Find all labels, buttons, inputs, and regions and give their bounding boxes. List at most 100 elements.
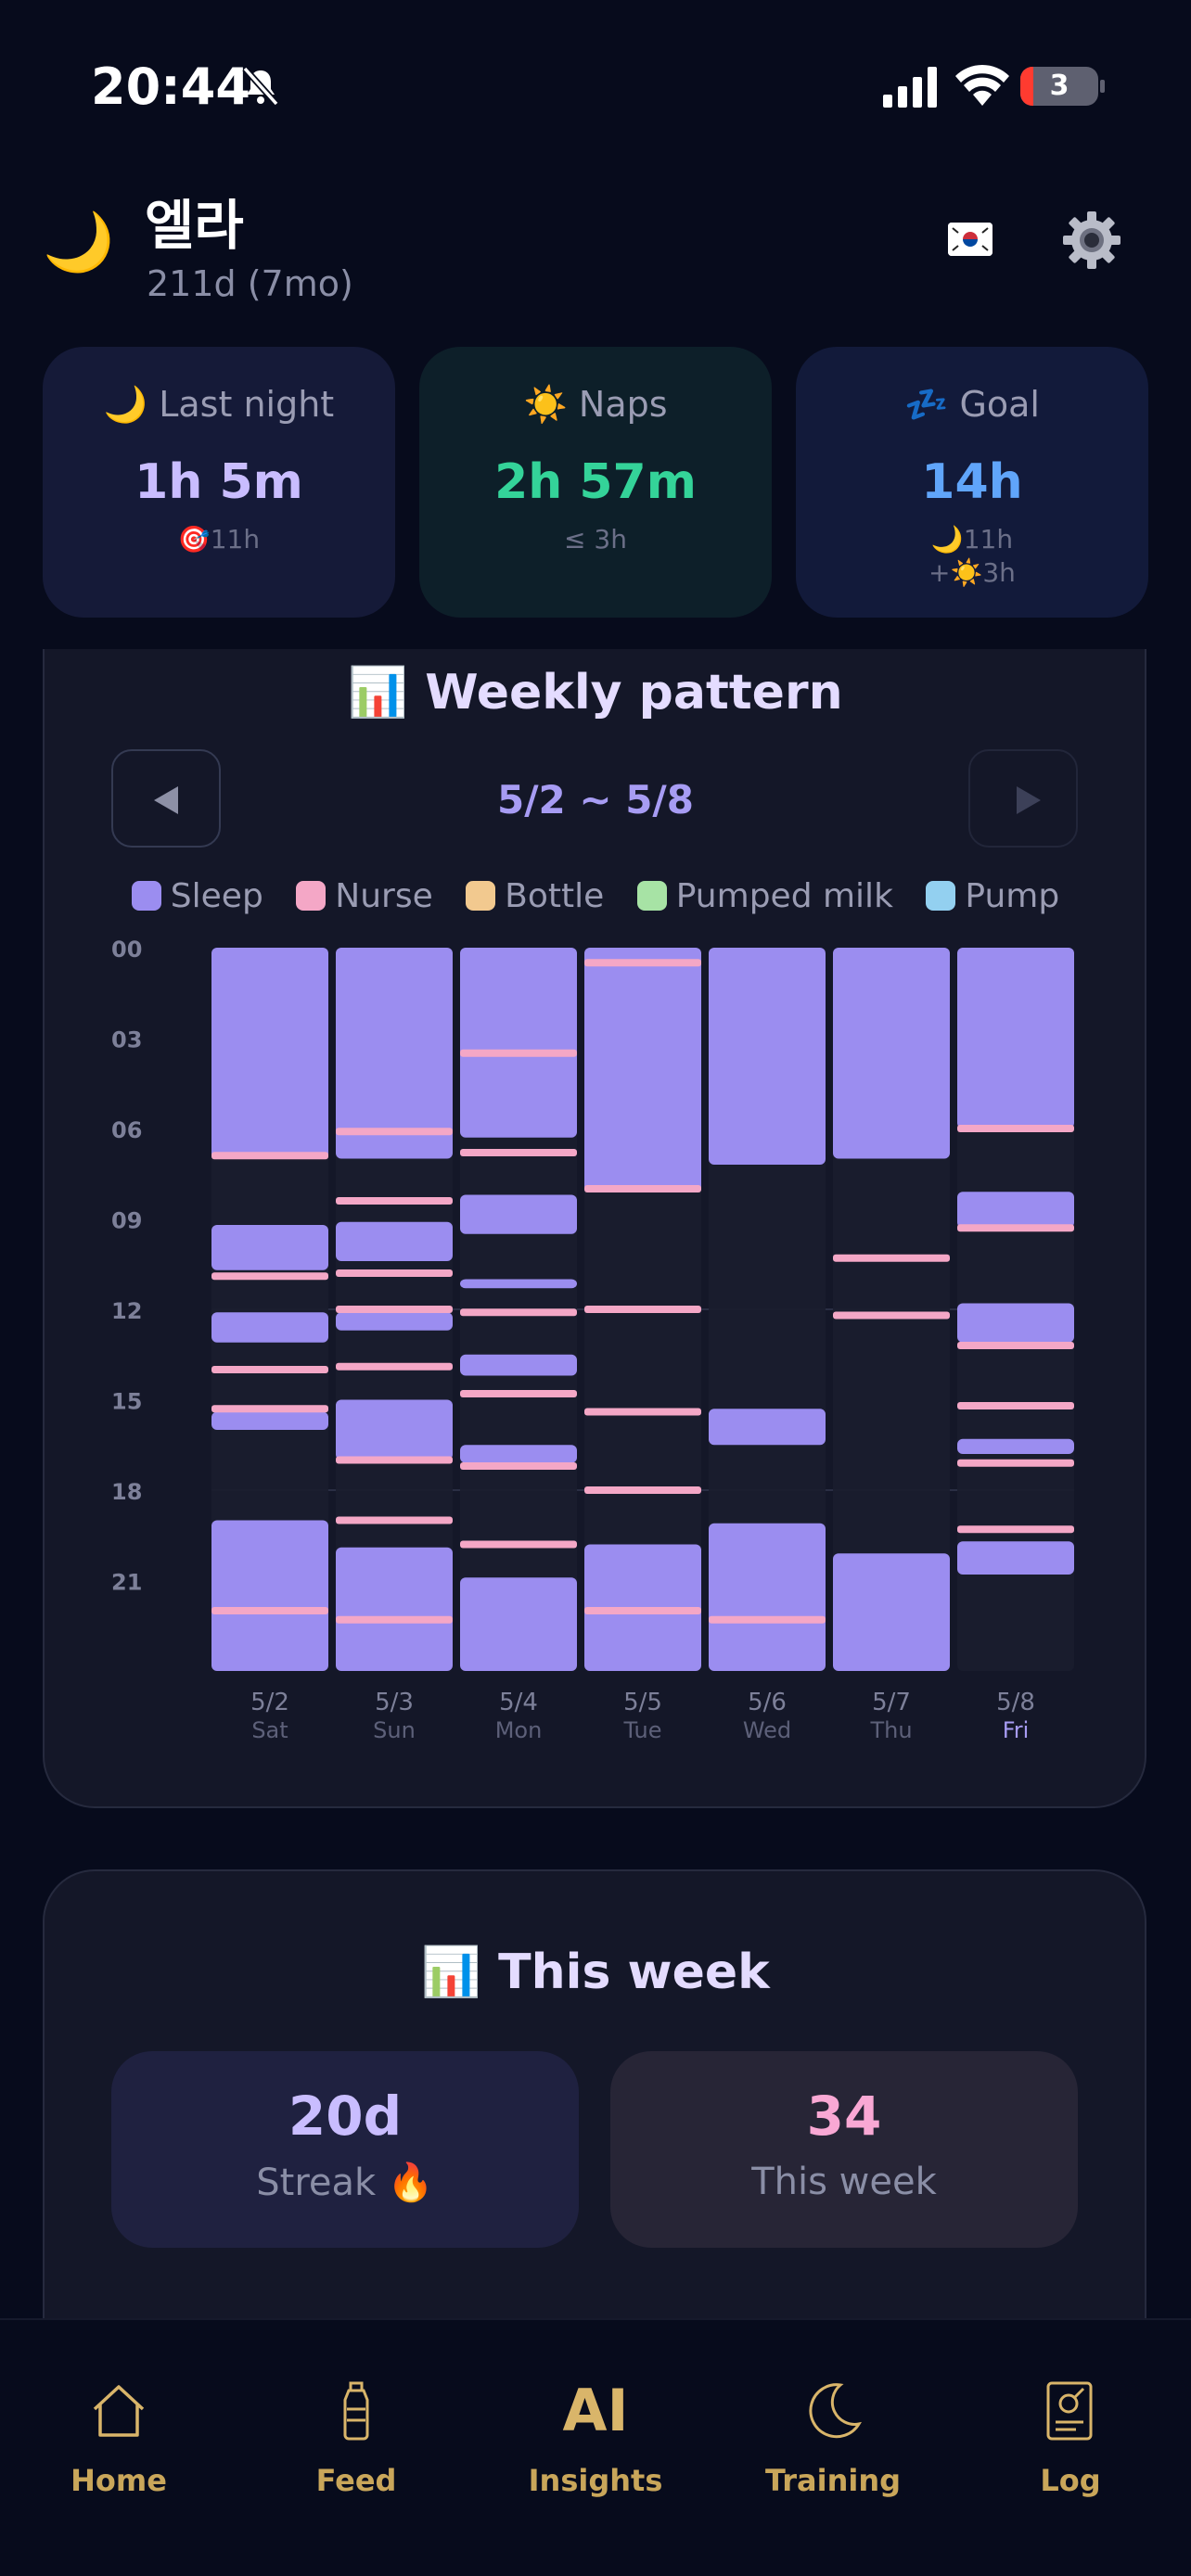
nurse-mark	[460, 1540, 577, 1549]
nurse-mark	[460, 1462, 577, 1470]
status-bar: 20:44 3	[0, 0, 1191, 176]
nurse-mark	[584, 959, 701, 967]
streak-value: 20d	[288, 2085, 403, 2148]
goal-value: 14h	[921, 454, 1023, 510]
nurse-mark	[957, 1224, 1074, 1232]
sleep-bar	[460, 1354, 577, 1376]
week-count-value: 34	[806, 2085, 882, 2148]
sleep-bar	[833, 948, 950, 1159]
y-tick-label: 21	[111, 1570, 142, 1596]
x-tick-date: 5/7	[872, 1689, 911, 1716]
naps-limit: ≤ 3h	[564, 524, 627, 555]
sleep-bar	[709, 948, 826, 1165]
legend-swatch	[636, 881, 667, 911]
goal-card[interactable]: 💤 Goal 14h 🌙11h +☀️3h	[796, 347, 1148, 618]
sleep-bar	[336, 948, 453, 1159]
nav-feed[interactable]: Feed	[245, 2378, 467, 2498]
moon-icon: 🌙	[43, 208, 115, 275]
x-tick-weekday: Tue	[623, 1717, 662, 1743]
korea-flag-icon[interactable]	[948, 223, 992, 256]
status-time: 20:44	[91, 57, 250, 116]
nurse-mark	[336, 1128, 453, 1136]
sleep-bar	[211, 1312, 328, 1343]
nurse-mark	[584, 1408, 701, 1416]
x-tick-date: 5/6	[748, 1689, 787, 1716]
legend-swatch	[296, 881, 327, 911]
sleep-bar	[460, 1577, 577, 1671]
y-tick-label: 06	[111, 1117, 142, 1143]
sleep-bar	[957, 948, 1074, 1129]
nurse-mark	[584, 1306, 701, 1313]
legend-swatch	[466, 881, 496, 911]
nurse-mark	[336, 1516, 453, 1524]
sleep-bar	[709, 1409, 826, 1446]
baby-age: 211d (7mo)	[147, 263, 353, 304]
nurse-mark	[211, 1607, 328, 1614]
nurse-mark	[460, 1390, 577, 1397]
nurse-mark	[957, 1402, 1074, 1409]
sleep-bar	[211, 1225, 328, 1270]
week-count-card[interactable]: 34 This week	[610, 2051, 1078, 2248]
sleep-bar	[460, 1279, 577, 1289]
nav-home[interactable]: Home	[7, 2378, 230, 2498]
nurse-mark	[336, 1362, 453, 1371]
nurse-mark	[584, 1486, 701, 1494]
sleep-bar	[709, 1523, 826, 1671]
legend-pump: Pump	[926, 877, 1059, 915]
sleep-bar	[336, 1221, 453, 1261]
y-tick-label: 03	[111, 1027, 142, 1053]
nurse-mark	[211, 1366, 328, 1373]
goal-label: 💤 Goal	[904, 384, 1040, 425]
x-tick-weekday: Sun	[373, 1717, 416, 1743]
sleep-bar	[336, 1399, 453, 1460]
streak-card[interactable]: 20d Streak 🔥	[111, 2051, 579, 2248]
sleep-bar	[211, 948, 328, 1159]
bottom-nav: Home Feed AI Insights Training Log	[0, 2318, 1191, 2576]
y-tick-label: 12	[111, 1298, 142, 1324]
naps-card[interactable]: ☀️ Naps 2h 57m ≤ 3h	[419, 347, 772, 618]
bell-muted-icon	[242, 66, 279, 107]
nurse-mark	[211, 1405, 328, 1413]
home-icon	[93, 2385, 145, 2437]
y-tick-label: 15	[111, 1389, 142, 1415]
week-count-label: This week	[751, 2161, 937, 2203]
moon-icon	[809, 2383, 863, 2439]
previous-week-button[interactable]	[111, 749, 221, 848]
x-tick-date: 5/8	[996, 1689, 1035, 1716]
wifi-icon	[955, 64, 1009, 106]
nav-insights[interactable]: AI Insights	[484, 2378, 707, 2499]
last-night-card[interactable]: 🌙 Last night 1h 5m 🎯11h	[43, 347, 395, 618]
sleep-bar	[211, 1411, 328, 1430]
nurse-mark	[336, 1269, 453, 1277]
nurse-mark	[709, 1615, 826, 1624]
gear-icon[interactable]	[1061, 210, 1122, 271]
weekly-pattern-title: 📊 Weekly pattern	[348, 665, 843, 721]
nurse-mark	[460, 1308, 577, 1317]
chart-legend: Sleep Nurse Bottle Pumped milk Pump	[0, 877, 1191, 915]
y-tick-label: 09	[111, 1208, 142, 1234]
x-tick-weekday: Fri	[1003, 1717, 1030, 1743]
naps-label: ☀️ Naps	[523, 384, 668, 425]
x-tick-date: 5/4	[499, 1689, 538, 1716]
nurse-mark	[957, 1125, 1074, 1132]
nav-log[interactable]: Log	[959, 2378, 1182, 2498]
y-tick-label: 00	[111, 937, 142, 963]
x-tick-weekday: Sat	[251, 1717, 288, 1743]
sleep-bar	[460, 948, 577, 1138]
naps-value: 2h 57m	[494, 454, 697, 510]
nurse-mark	[460, 1149, 577, 1156]
sleep-bar	[957, 1192, 1074, 1229]
legend-swatch	[131, 881, 161, 911]
document-icon	[1046, 2381, 1093, 2441]
next-week-button[interactable]	[968, 749, 1078, 848]
x-tick-date: 5/5	[623, 1689, 662, 1716]
nav-training[interactable]: Training	[722, 2378, 944, 2498]
last-night-label: 🌙 Last night	[103, 384, 335, 425]
nurse-mark	[336, 1456, 453, 1464]
nurse-mark	[584, 1185, 701, 1192]
x-tick-weekday: Thu	[869, 1717, 912, 1743]
nurse-mark	[336, 1197, 453, 1205]
chevron-left-icon	[154, 786, 178, 814]
sleep-bar	[460, 1445, 577, 1463]
sleep-bar	[957, 1303, 1074, 1343]
